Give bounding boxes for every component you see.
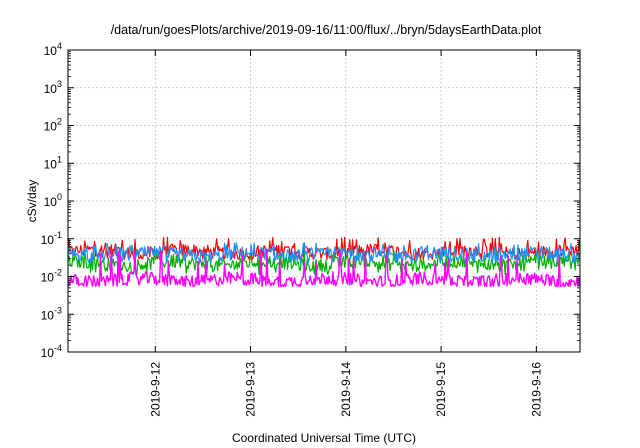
y-tick-label: 10-2: [41, 268, 62, 285]
y-tick-label: 102: [44, 117, 62, 134]
y-tick-exponent: -4: [54, 343, 62, 353]
y-tick-exponent: -2: [54, 268, 62, 278]
y-tick-label: 10-4: [41, 343, 62, 360]
x-tick-label: 2019-9-13: [244, 362, 258, 417]
y-tick-label: 101: [44, 154, 62, 171]
x-axis-label: Coordinated Universal Time (UTC): [232, 431, 416, 445]
series-line: [67, 248, 581, 287]
x-tick-label: 2019-9-14: [339, 362, 353, 417]
y-tick-label: 104: [44, 41, 62, 58]
y-tick-base: 10: [41, 346, 55, 360]
x-axis: 2019-9-12 2019-9-13 2019-9-14 2019-9-15 2019…: [148, 50, 543, 417]
y-tick-exponent: 3: [57, 79, 62, 89]
y-tick-exponent: 1: [57, 154, 62, 164]
chart-title: /data/run/goesPlots/archive/2019-09-16/1…: [111, 23, 542, 37]
y-tick-label: 100: [44, 192, 62, 209]
grid-lines: [68, 50, 580, 352]
series-line: [67, 242, 581, 264]
y-tick-base: 10: [44, 195, 58, 209]
x-tick-label: 2019-9-12: [148, 362, 162, 417]
y-tick-exponent: 4: [57, 41, 62, 51]
y-tick-base: 10: [41, 271, 55, 285]
y-tick-exponent: -3: [54, 305, 62, 315]
y-tick-label: 103: [44, 79, 62, 96]
y-tick-base: 10: [41, 308, 55, 322]
series-layer: [67, 236, 581, 287]
x-tick-label: 2019-9-15: [434, 362, 448, 417]
series-line: [67, 249, 581, 276]
y-axis-label: cSv/day: [25, 180, 39, 223]
y-tick-exponent: 2: [57, 117, 62, 127]
y-tick-exponent: -1: [54, 230, 62, 240]
y-tick-base: 10: [44, 157, 58, 171]
y-tick-base: 10: [44, 44, 58, 58]
y-tick-base: 10: [44, 82, 58, 96]
y-tick-label: 10-1: [41, 230, 62, 247]
y-tick-label: 10-3: [41, 305, 62, 322]
x-tick-label: 2019-9-16: [529, 362, 543, 417]
y-tick-base: 10: [41, 233, 55, 247]
y-tick-exponent: 0: [57, 192, 62, 202]
y-tick-base: 10: [44, 120, 58, 134]
